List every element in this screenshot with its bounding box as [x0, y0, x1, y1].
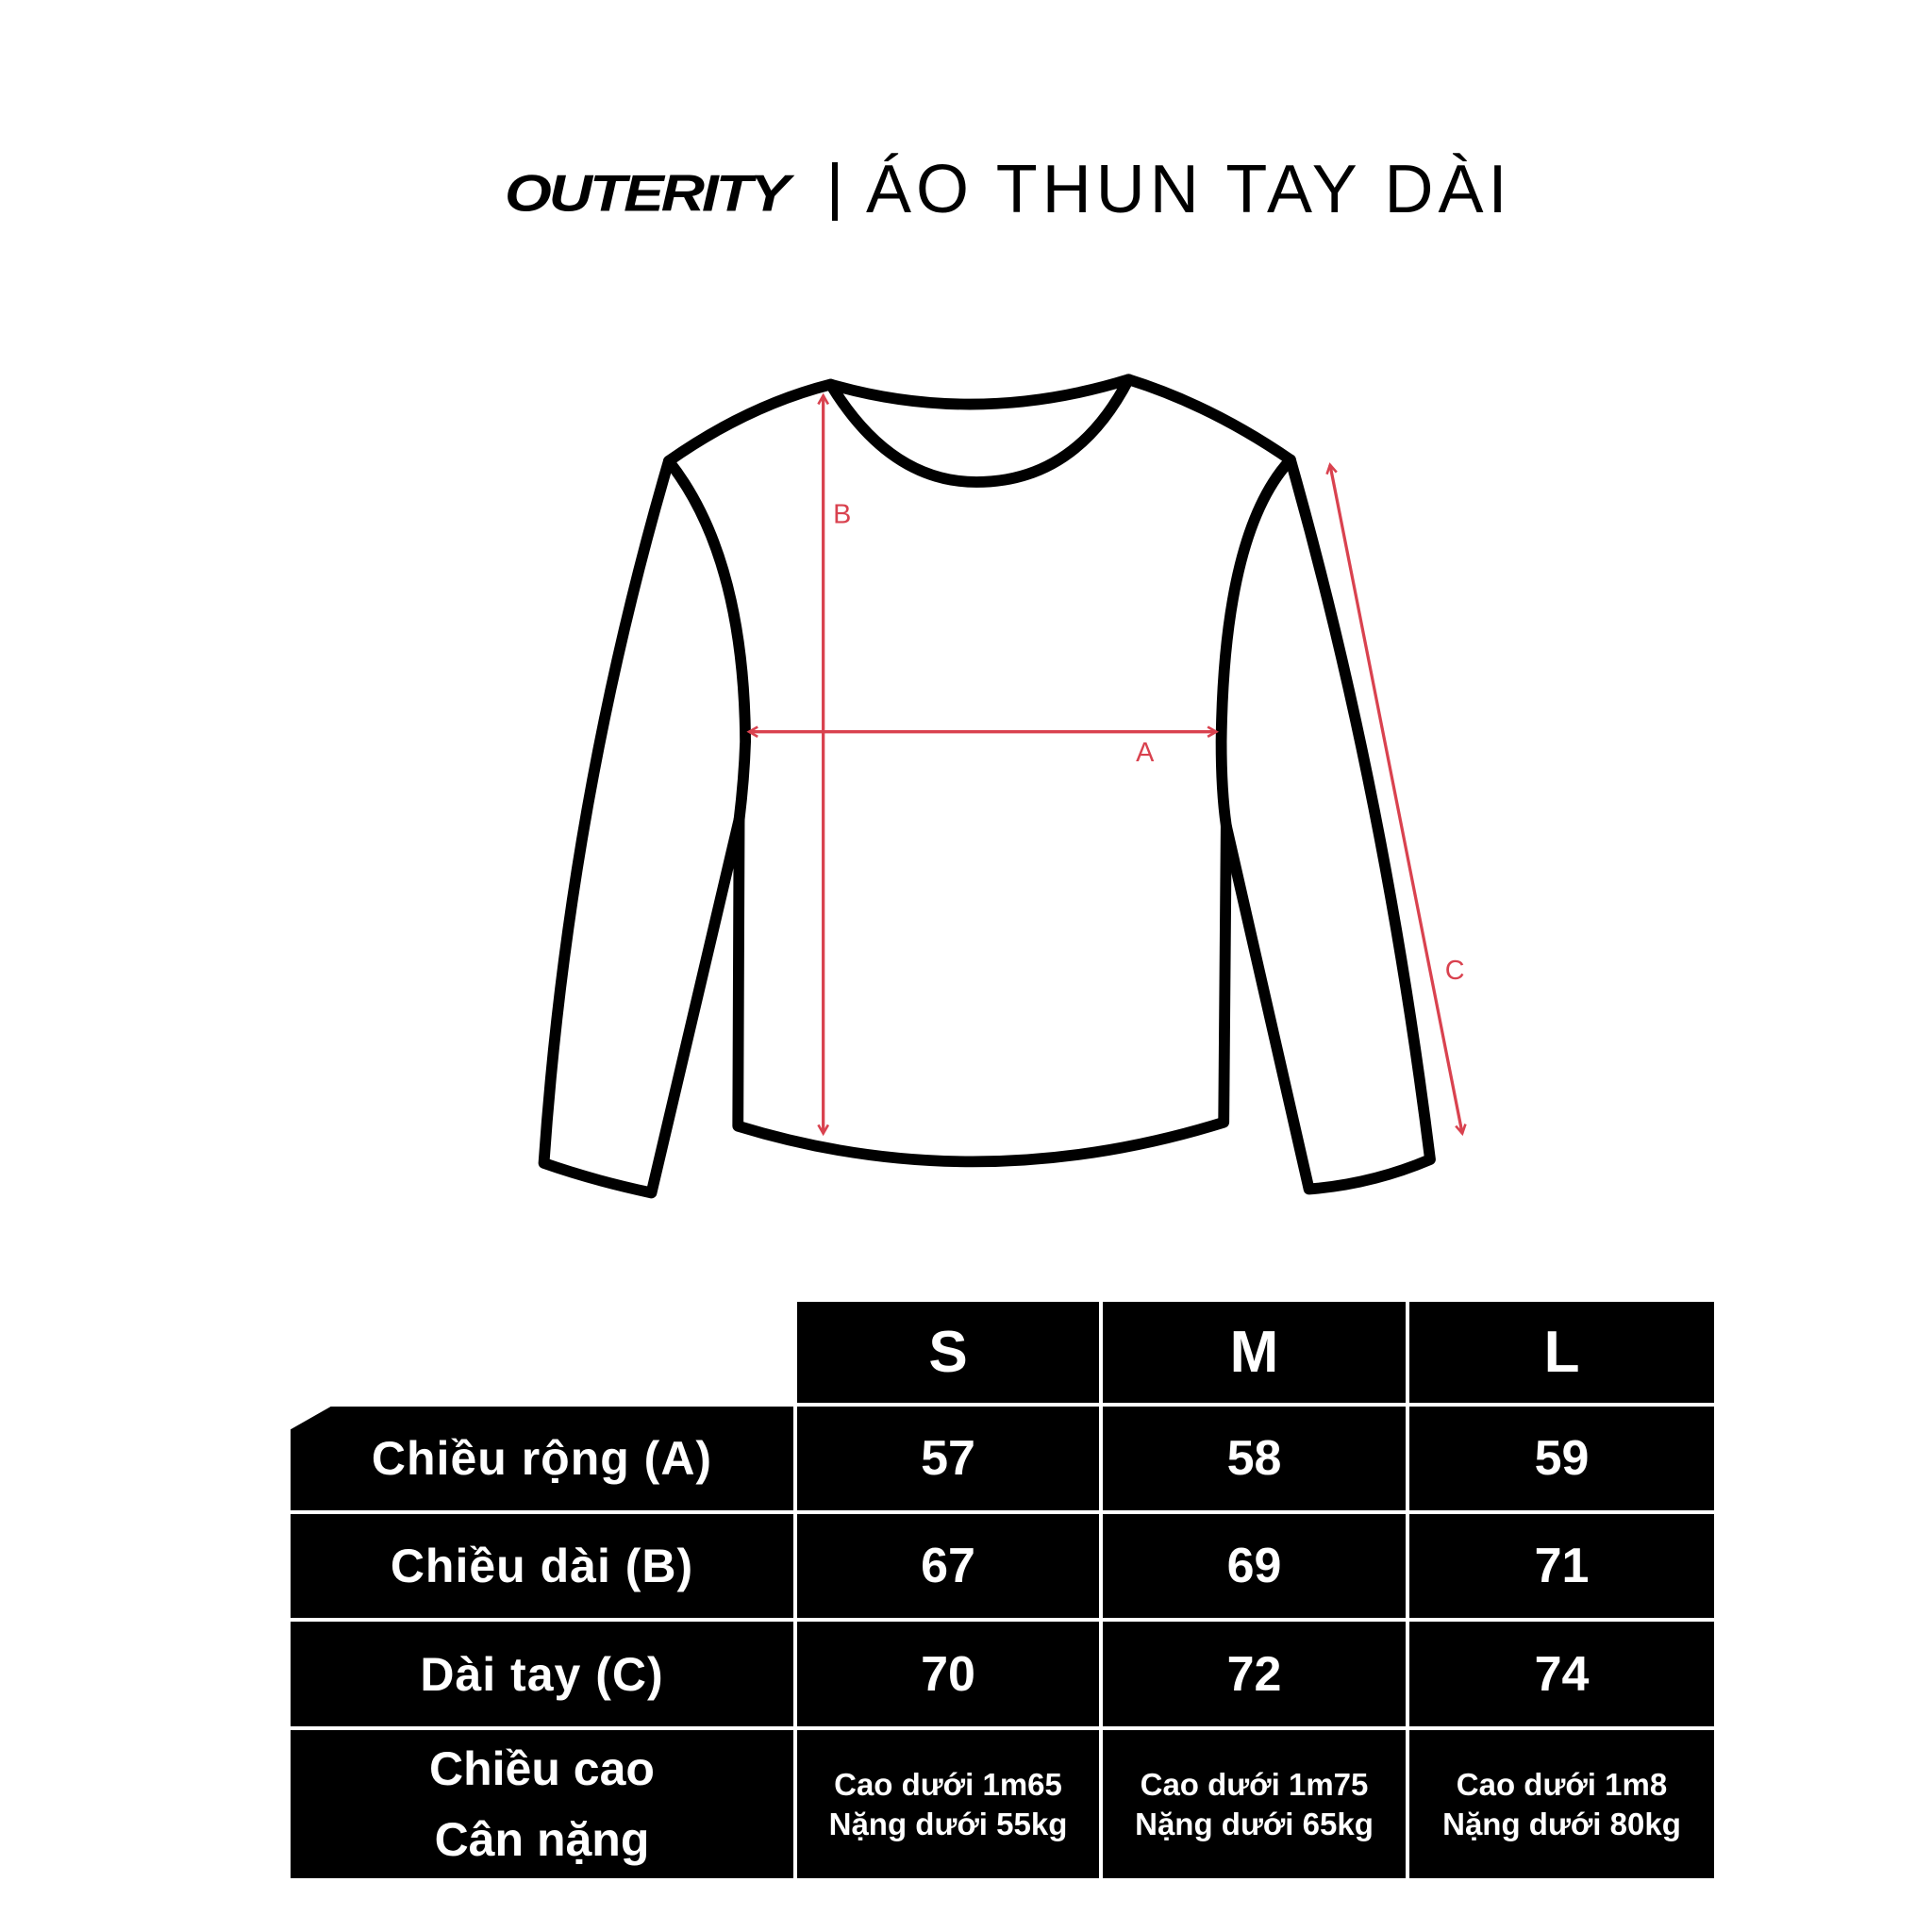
label-b: B: [833, 499, 851, 529]
fit-l-weight: Nặng dưới 80kg: [1442, 1806, 1681, 1841]
fit-m: Cao dưới 1m75 Nặng dưới 65kg: [1103, 1730, 1406, 1878]
outerity-logo: OUTERITY: [505, 164, 791, 223]
row-label-fit: Chiều cao Cân nặng: [291, 1730, 793, 1878]
value-length-l: 71: [1409, 1514, 1714, 1618]
fit-s-height: Cao dưới 1m65: [834, 1766, 1062, 1802]
row-label-length: Chiều dài (B): [291, 1514, 793, 1618]
fit-l-height: Cao dưới 1m8: [1456, 1766, 1668, 1802]
fit-l: Cao dưới 1m8 Nặng dưới 80kg: [1409, 1730, 1714, 1878]
left-sleeve: [538, 455, 745, 1199]
value-width-s: 57: [797, 1407, 1099, 1510]
fit-s: Cao dưới 1m65 Nặng dưới 55kg: [797, 1730, 1099, 1878]
value-width-m: 58: [1103, 1407, 1406, 1510]
title-divider: [832, 162, 838, 221]
value-sleeve-l: 74: [1409, 1622, 1714, 1726]
page-title: ÁO THUN TAY DÀI: [866, 152, 1512, 227]
right-sleeve: [1220, 454, 1436, 1195]
fit-label-height: Chiều cao: [429, 1741, 655, 1795]
row-label-width: Chiều rộng (A): [291, 1407, 793, 1510]
fit-s-weight: Nặng dưới 55kg: [828, 1806, 1068, 1841]
size-header-m: M: [1103, 1302, 1406, 1403]
value-sleeve-m: 72: [1103, 1622, 1406, 1726]
fit-m-height: Cao dưới 1m75: [1140, 1766, 1369, 1802]
fit-label-weight: Cân nặng: [434, 1812, 650, 1866]
size-header-l: L: [1409, 1302, 1714, 1403]
value-sleeve-s: 70: [797, 1622, 1099, 1726]
label-c: C: [1445, 956, 1465, 986]
neckline: [824, 374, 1135, 488]
measure-c-arrow: [1330, 465, 1462, 1134]
shirt-body-outline: [662, 374, 1296, 1168]
value-width-l: 59: [1409, 1407, 1714, 1510]
size-header-s: S: [797, 1302, 1099, 1403]
fit-m-weight: Nặng dưới 65kg: [1135, 1806, 1374, 1841]
row-label-sleeve: Dài tay (C): [291, 1622, 793, 1726]
value-length-s: 67: [797, 1514, 1099, 1618]
label-a: A: [1136, 738, 1155, 768]
value-length-m: 69: [1103, 1514, 1406, 1618]
